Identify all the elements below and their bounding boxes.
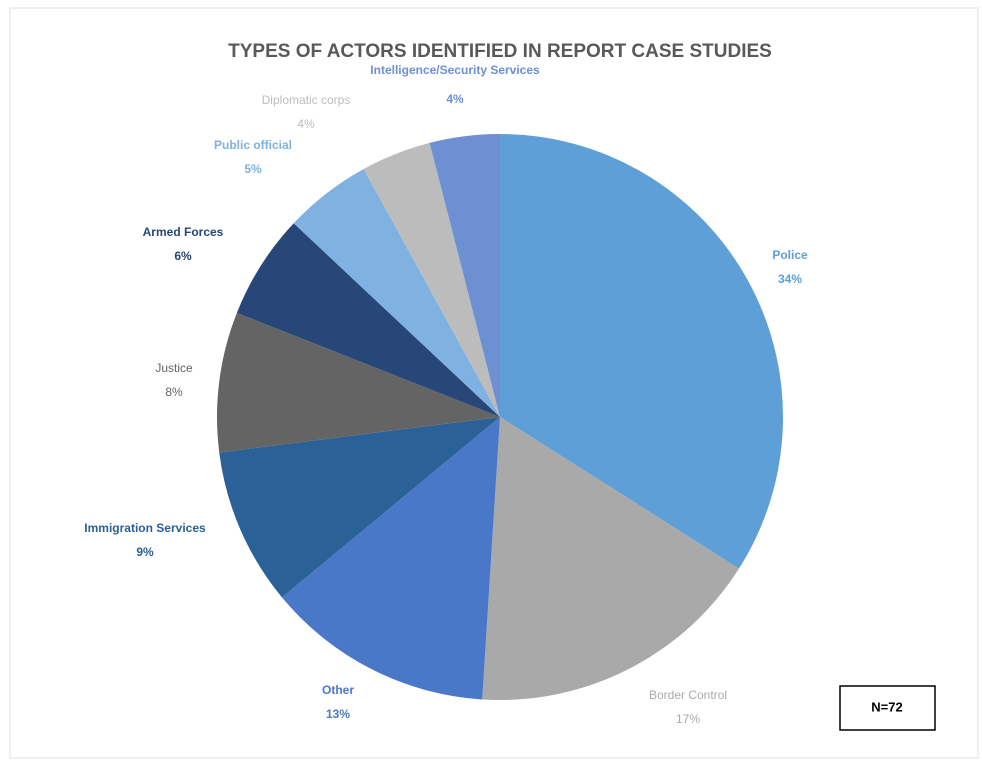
annotation-box xyxy=(839,685,936,731)
pie-slice xyxy=(217,312,500,453)
pie-slice xyxy=(363,142,500,417)
slice-label: Justice xyxy=(155,361,193,375)
slice-value-label: 5% xyxy=(244,162,262,176)
slice-value-label: 17% xyxy=(676,712,700,726)
pie-slice xyxy=(219,417,500,598)
slice-label: Diplomatic corps xyxy=(262,93,351,107)
slice-value-label: 13% xyxy=(326,707,350,721)
pie-slice xyxy=(293,169,500,417)
slice-label: Intelligence/Security Services xyxy=(370,63,540,77)
slice-label: Other xyxy=(322,683,354,697)
slice-value-label: 34% xyxy=(778,272,802,286)
slice-value-label: 6% xyxy=(174,249,192,263)
slice-label: Armed Forces xyxy=(143,225,224,239)
slice-value-label: 9% xyxy=(136,545,154,559)
pie-slice xyxy=(500,134,783,569)
slice-label: Public official xyxy=(214,138,292,152)
slice-label: Border Control xyxy=(649,688,727,702)
slice-value-label: 4% xyxy=(446,92,464,106)
slice-label: Police xyxy=(772,248,808,262)
annotation: N=72 xyxy=(871,699,902,714)
pie-slice xyxy=(281,417,500,700)
slice-label: Immigration Services xyxy=(84,521,206,535)
slice-value-label: 4% xyxy=(297,117,315,131)
pie-slice xyxy=(429,134,500,417)
slice-value-label: 8% xyxy=(165,385,183,399)
chart-title: TYPES OF ACTORS IDENTIFIED IN REPORT CAS… xyxy=(228,41,772,62)
pie-slice xyxy=(236,223,500,417)
pie-slice xyxy=(482,417,739,700)
